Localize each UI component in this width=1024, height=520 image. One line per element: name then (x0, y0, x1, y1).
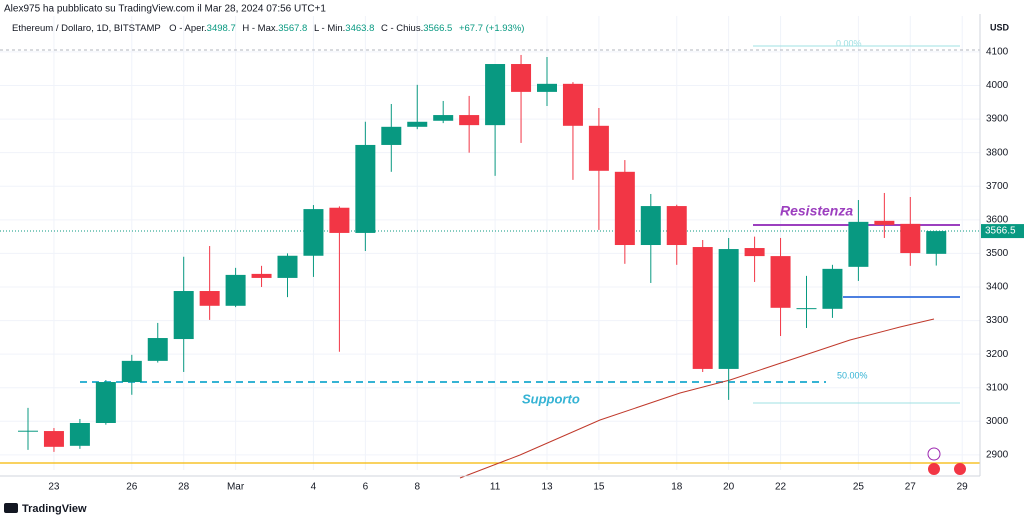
currency: USD (990, 22, 1010, 32)
candle-body (43, 431, 64, 447)
candle-body (537, 83, 557, 92)
candle-body (433, 115, 454, 121)
y-tick-label: 4000 (986, 80, 1009, 91)
candle-body (407, 121, 428, 127)
x-tick-label: 8 (414, 482, 420, 493)
candle-body (848, 221, 869, 267)
x-tick-label: 22 (775, 482, 787, 493)
candle-body (666, 206, 687, 246)
candle-body (329, 207, 350, 233)
ohlc-label: L - Min. (314, 23, 345, 34)
candle-body (744, 248, 765, 257)
logo-icon (4, 503, 18, 513)
event-icon (954, 463, 966, 475)
y-tick-label: 3000 (986, 416, 1009, 427)
x-axis: 23 26 28 Mar 4 6 8 11 13 15 18 20 22 25 27 29 (48, 482, 968, 493)
y-tick-label: 3200 (986, 349, 1009, 360)
candles (18, 54, 947, 452)
x-tick-label: 23 (48, 482, 60, 493)
candle-body (796, 308, 817, 310)
candle-body (381, 126, 402, 145)
change: +67.7 (+1.93%) (459, 23, 525, 34)
price-tag (981, 224, 1024, 239)
price-axis-bg (980, 0, 1024, 520)
y-tick-label: 3400 (986, 282, 1009, 293)
publisher: Alex975 ha pubblicato su TradingView.com… (4, 4, 326, 15)
brand: TradingView (22, 503, 87, 515)
x-tick-label: 25 (853, 482, 865, 493)
y-tick-label: 3500 (986, 248, 1009, 259)
ohlc-value: 3566.5 (423, 23, 452, 34)
legend: Ethereum / Dollaro, 1D, BITSTAMP O - Ape… (12, 23, 524, 34)
symbol: Ethereum / Dollaro, 1D, BITSTAMP (12, 23, 161, 34)
candle-body (277, 255, 298, 278)
y-tick-label: 3700 (986, 181, 1009, 192)
x-tick-label: 29 (957, 482, 969, 493)
ohlc-label: H - Max. (242, 23, 278, 34)
event-icon (928, 463, 940, 475)
ohlc-label: O - Aper. (169, 23, 207, 34)
x-tick-label: 26 (126, 482, 138, 493)
y-tick-label: 3900 (986, 114, 1009, 125)
ohlc-value: 3498.7 (207, 23, 236, 34)
x-tick-label: 11 (490, 482, 501, 493)
candle-body (926, 231, 947, 254)
candle-body (822, 268, 843, 309)
x-tick-label: 18 (671, 482, 683, 493)
candle-body (459, 115, 480, 126)
annotation: 50.00% (837, 370, 868, 380)
annotation: 0.00% (836, 38, 862, 48)
candle-body (588, 125, 609, 171)
y-tick-label: 3800 (986, 147, 1009, 158)
ohlc-value: 3463.8 (345, 23, 374, 34)
candle-body (355, 144, 376, 233)
y-axis: 2900 3000 3100 3200 3300 3400 3500 3600 3700 3800… (981, 47, 1024, 461)
x-tick-label: 27 (905, 482, 917, 493)
candle-body (199, 291, 220, 306)
candle-body (69, 422, 90, 446)
candle-body (511, 64, 532, 92)
x-tick-label: 20 (723, 482, 735, 493)
y-tick-label: 3300 (986, 315, 1009, 326)
candle-body (251, 273, 272, 278)
candle-body (485, 64, 506, 126)
moving-average (459, 318, 935, 479)
x-tick-label: 4 (311, 482, 317, 493)
x-tick-label: 15 (593, 482, 605, 493)
annotation: Supporto (522, 391, 580, 406)
candle-body (874, 220, 895, 225)
candle-body (770, 256, 791, 308)
candle-body (18, 430, 38, 432)
y-tick-label: 2900 (986, 450, 1009, 461)
x-tick-label: 13 (541, 482, 553, 493)
annotation: Resistenza (780, 203, 853, 219)
candle-body (225, 274, 246, 306)
ohlc-label: C - Chius. (381, 23, 423, 34)
candle-body (173, 291, 194, 340)
x-tick-label: 28 (178, 482, 190, 493)
candle-body (121, 360, 142, 383)
candle-body (640, 206, 661, 246)
event-icon (927, 447, 941, 461)
candle-body (95, 382, 116, 423)
ohlc-value: 3567.8 (278, 23, 307, 34)
candle-body (900, 223, 921, 254)
candle-body (562, 83, 583, 126)
candle-body (147, 338, 168, 361)
candle-body (718, 249, 739, 369)
candle-body (303, 209, 324, 256)
candle-body (692, 247, 713, 369)
y-tick-label: 3100 (986, 382, 1009, 393)
price-tag-label: 3566.5 (985, 226, 1016, 237)
x-tick-label: 6 (363, 482, 369, 493)
x-tick-label: Mar (227, 482, 245, 493)
candle-body (614, 171, 635, 246)
y-tick-label: 3600 (986, 214, 1009, 225)
y-tick-label: 4100 (986, 47, 1009, 58)
